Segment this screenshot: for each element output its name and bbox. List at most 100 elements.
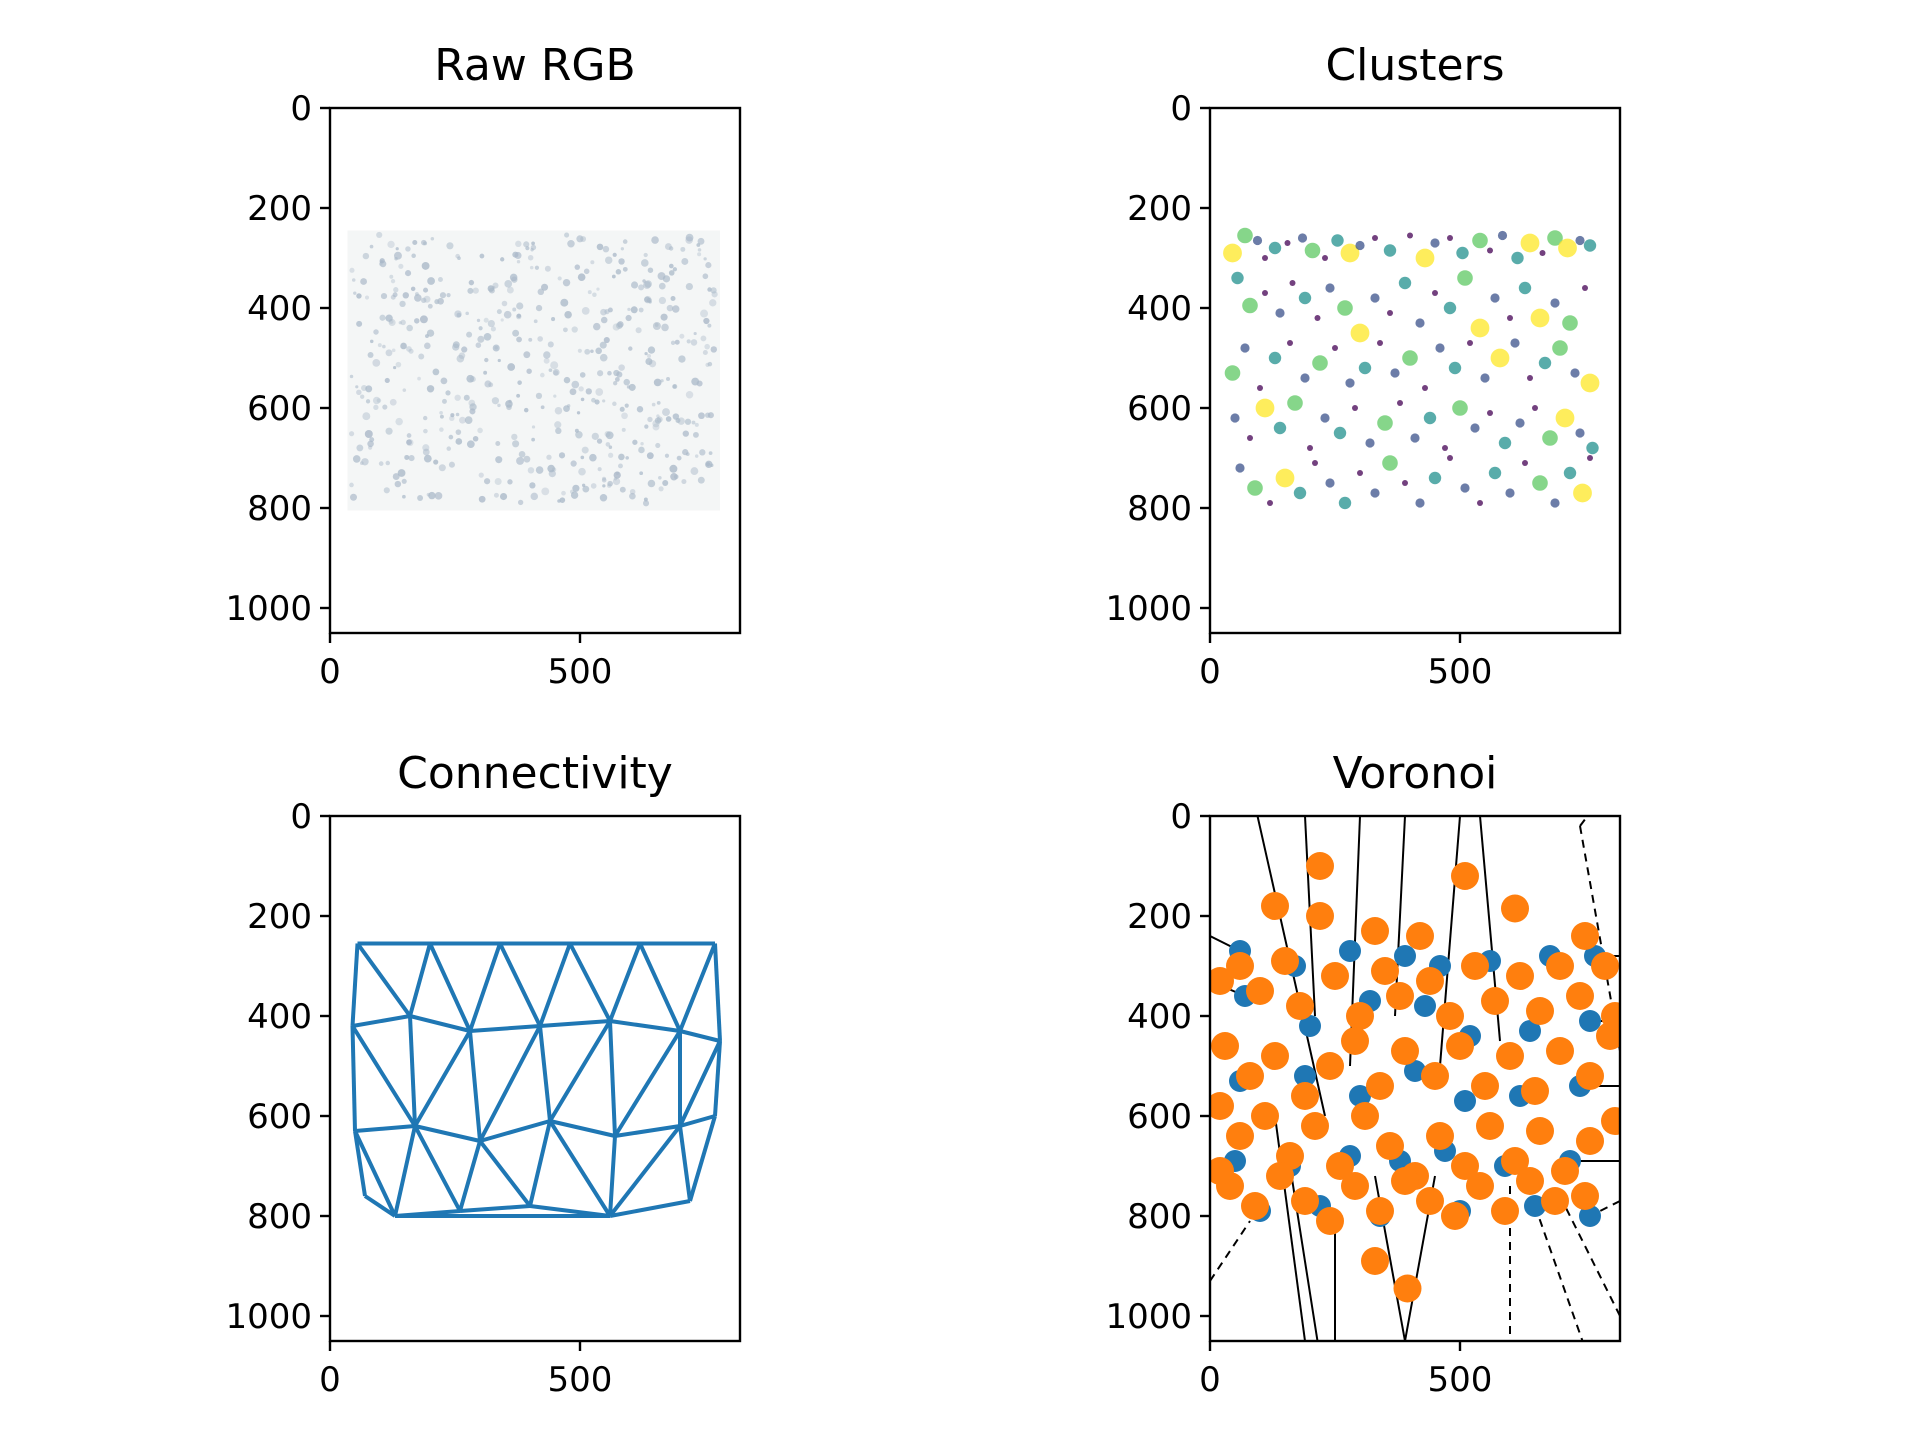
cell-spot	[624, 403, 629, 408]
edge	[363, 1194, 397, 1218]
cell-spot	[546, 454, 552, 460]
plot-area	[350, 941, 722, 1218]
cell-spot	[472, 287, 479, 294]
cluster-point	[1507, 315, 1513, 321]
cell-spot	[478, 472, 484, 478]
cell-spot	[590, 349, 594, 354]
cell-spot	[392, 473, 400, 480]
cell-spot	[708, 451, 713, 455]
x-tick-label: 0	[319, 652, 341, 692]
cell-spot	[517, 380, 522, 385]
cell-spot	[621, 427, 626, 432]
cell-spot	[349, 374, 354, 379]
cell-spot	[477, 335, 485, 343]
cluster-point	[1312, 460, 1318, 466]
cell-spot	[468, 399, 476, 407]
cell-spot	[638, 446, 645, 454]
cell-spot	[576, 235, 584, 243]
cell-spot	[364, 295, 370, 300]
cell-spot	[710, 463, 714, 468]
cell-spot	[421, 261, 430, 270]
cell-spot	[605, 442, 611, 447]
voronoi-vertex	[1579, 1205, 1601, 1227]
cell-spot	[369, 339, 374, 344]
panel-title: Clusters	[1325, 40, 1504, 91]
axis-ticks: 0 500 0 200 400 600 800 1000	[225, 797, 612, 1400]
cell-spot	[437, 277, 443, 282]
cell-spot	[376, 231, 383, 239]
cell-spot	[439, 414, 444, 419]
cluster-point	[1470, 318, 1490, 338]
cell-spot	[656, 401, 661, 405]
voronoi-point	[1261, 892, 1289, 920]
cluster-point	[1539, 250, 1546, 256]
cell-spot	[369, 437, 375, 443]
edge	[538, 1025, 552, 1122]
image-background	[347, 230, 720, 511]
cluster-point	[1580, 373, 1600, 393]
cluster-point	[1432, 290, 1438, 296]
cluster-point	[1477, 500, 1483, 506]
cell-spot	[423, 415, 428, 421]
edge	[608, 942, 642, 1022]
cluster-point	[1558, 238, 1577, 258]
cluster-point	[1415, 248, 1435, 268]
cell-spot	[658, 486, 664, 492]
cell-spot	[647, 346, 656, 354]
cell-spot	[388, 318, 396, 327]
cell-spot	[448, 434, 454, 440]
voronoi-point	[1291, 1187, 1319, 1215]
voronoi-ridge-infinite	[1589, 1200, 1620, 1217]
cell-spot	[699, 449, 706, 456]
voronoi-point	[1210, 1157, 1234, 1185]
edge	[538, 942, 572, 1027]
cell-spot	[666, 304, 674, 312]
cell-spot	[619, 406, 625, 412]
cluster-point	[1300, 373, 1310, 383]
cell-spot	[364, 429, 373, 438]
y-tick-label: 1000	[225, 589, 312, 629]
voronoi-point	[1361, 917, 1389, 945]
edge	[353, 1130, 367, 1197]
cell-spot	[492, 344, 500, 352]
cluster-point	[1550, 298, 1560, 308]
cell-spot	[569, 388, 577, 396]
cluster-point	[1490, 293, 1500, 303]
cell-spot	[652, 322, 661, 330]
cell-spot	[395, 361, 402, 368]
cell-spot	[353, 291, 357, 295]
voronoi-vertex	[1579, 1010, 1601, 1032]
cluster-point	[1447, 235, 1453, 241]
cell-spot	[395, 417, 403, 426]
panel-voronoi: Voronoi 0 500 0 200 400 600 800 1000	[1105, 748, 1622, 1400]
edge	[688, 1115, 717, 1202]
cell-spot	[394, 251, 402, 260]
cell-spot	[570, 460, 577, 467]
edge	[678, 1125, 692, 1202]
edge	[350, 1025, 357, 1132]
voronoi-point	[1566, 982, 1594, 1010]
cluster-point	[1333, 426, 1347, 440]
cell-spot	[581, 306, 590, 315]
cell-spot	[658, 282, 666, 290]
cell-spot	[402, 292, 410, 299]
cell-spot	[540, 405, 545, 410]
edge	[608, 1135, 617, 1217]
voronoi-point	[1491, 1197, 1519, 1225]
cell-spot	[652, 423, 660, 431]
cell-spot	[352, 455, 361, 463]
cluster-point	[1520, 233, 1540, 253]
cell-spot	[622, 239, 628, 244]
cell-spot	[377, 343, 382, 348]
cell-spot	[477, 427, 483, 434]
cell-spot	[660, 313, 668, 321]
cluster-point	[1268, 241, 1282, 255]
voronoi-point	[1571, 922, 1599, 950]
cell-spot	[466, 440, 475, 449]
cell-spot	[390, 294, 396, 300]
cluster-point	[1307, 445, 1313, 451]
cluster-point	[1583, 239, 1597, 252]
cell-spot	[561, 490, 566, 496]
cluster-point	[1252, 235, 1263, 246]
cluster-point	[1257, 385, 1263, 391]
